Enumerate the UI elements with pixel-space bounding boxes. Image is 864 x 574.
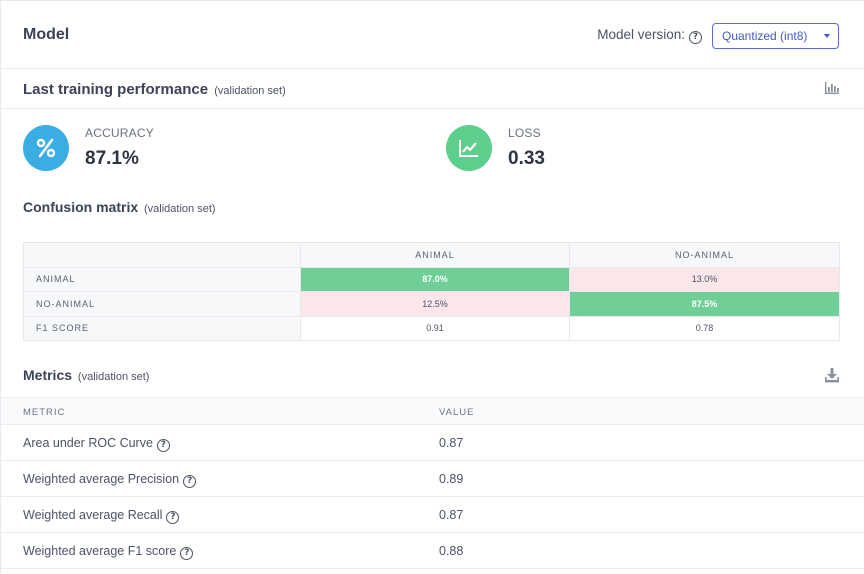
page-title: Model xyxy=(23,26,70,43)
confusion-header-row: ANIMAL NO-ANIMAL xyxy=(23,242,840,268)
divider xyxy=(1,108,864,109)
table-row: Weighted average Precision? 0.89 xyxy=(1,461,864,497)
help-icon[interactable]: ? xyxy=(689,31,702,44)
metrics-header-row: METRIC VALUE xyxy=(1,397,864,425)
help-icon[interactable]: ? xyxy=(156,439,170,452)
confusion-corner xyxy=(23,242,301,268)
loss-value: 0.33 xyxy=(508,148,545,169)
confusion-heading: Confusion matrix (validation set) xyxy=(23,199,216,215)
metric-name-text: Weighted average Recall xyxy=(23,508,163,522)
metric-name: Weighted average Precision? xyxy=(23,472,197,488)
help-icon[interactable]: ? xyxy=(166,511,180,524)
metrics-title: Metrics xyxy=(23,367,73,383)
table-row: Area under ROC Curve? 0.87 xyxy=(1,425,864,461)
performance-title: Last training performance xyxy=(23,81,209,98)
performance-heading: Last training performance (validation se… xyxy=(23,81,286,98)
performance-subtitle: (validation set) xyxy=(214,85,286,97)
metric-name: Weighted average F1 score? xyxy=(23,544,194,560)
confusion-row-header: ANIMAL xyxy=(23,266,301,292)
confusion-row-header: F1 SCORE xyxy=(23,315,301,341)
metric-name: Weighted average Recall? xyxy=(23,508,180,524)
confusion-cell: 0.78 xyxy=(569,315,840,341)
metrics-heading: Metrics (validation set) xyxy=(23,367,149,383)
metric-value: 0.89 xyxy=(439,472,464,486)
panel-header: Model Model version:? Quantized (int8) xyxy=(1,1,864,69)
table-row: Weighted average F1 score? 0.88 xyxy=(1,533,864,569)
percent-icon xyxy=(23,125,69,171)
metric-value: 0.88 xyxy=(439,544,464,558)
metrics-table: METRIC VALUE Area under ROC Curve? 0.87 … xyxy=(1,397,864,569)
confusion-col-header: NO-ANIMAL xyxy=(569,242,840,268)
confusion-cell: 13.0% xyxy=(569,266,840,292)
help-icon[interactable]: ? xyxy=(183,475,197,488)
accuracy-label: ACCURACY xyxy=(85,126,154,140)
loss-label: LOSS xyxy=(508,126,541,140)
model-version-value: Quantized (int8) xyxy=(722,29,808,43)
metric-value: 0.87 xyxy=(439,436,464,450)
metrics-subtitle: (validation set) xyxy=(77,371,150,383)
confusion-cell: 87.0% xyxy=(300,266,570,292)
metric-name-text: Area under ROC Curve xyxy=(23,436,153,450)
confusion-matrix: ANIMAL NO-ANIMAL ANIMAL 87.0% 13.0% NO-A… xyxy=(23,242,840,341)
table-row: Weighted average Recall? 0.87 xyxy=(1,497,864,533)
download-icon[interactable] xyxy=(825,368,839,384)
confusion-cell: 12.5% xyxy=(300,291,570,317)
metric-name-text: Weighted average Precision xyxy=(23,472,180,486)
confusion-col-header: ANIMAL xyxy=(300,242,570,268)
chevron-down-icon xyxy=(824,34,830,38)
confusion-row: F1 SCORE 0.91 0.78 xyxy=(23,315,840,341)
accuracy-value: 87.1% xyxy=(85,148,139,169)
metric-name-text: Weighted average F1 score xyxy=(23,544,177,558)
model-version-label-text: Model version: xyxy=(597,27,685,42)
confusion-title: Confusion matrix xyxy=(23,199,139,215)
value-column-header: VALUE xyxy=(439,407,475,418)
metric-value: 0.87 xyxy=(439,508,464,522)
metric-name: Area under ROC Curve? xyxy=(23,436,170,452)
confusion-row-header: NO-ANIMAL xyxy=(23,291,301,317)
confusion-cell: 87.5% xyxy=(569,291,840,317)
confusion-row: NO-ANIMAL 12.5% 87.5% xyxy=(23,291,840,317)
confusion-row: ANIMAL 87.0% 13.0% xyxy=(23,266,840,292)
trend-chart-icon xyxy=(446,125,492,171)
confusion-subtitle: (validation set) xyxy=(144,203,216,215)
bar-chart-icon[interactable] xyxy=(825,82,839,94)
confusion-cell: 0.91 xyxy=(300,315,570,341)
help-icon[interactable]: ? xyxy=(180,547,194,560)
model-version-label: Model version:? xyxy=(597,27,702,44)
model-version-select[interactable]: Quantized (int8) xyxy=(712,23,839,49)
metric-column-header: METRIC xyxy=(23,407,66,418)
